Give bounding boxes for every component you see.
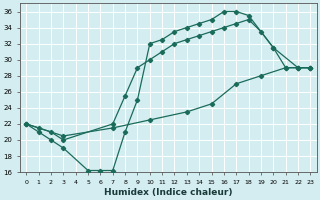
X-axis label: Humidex (Indice chaleur): Humidex (Indice chaleur) bbox=[104, 188, 233, 197]
